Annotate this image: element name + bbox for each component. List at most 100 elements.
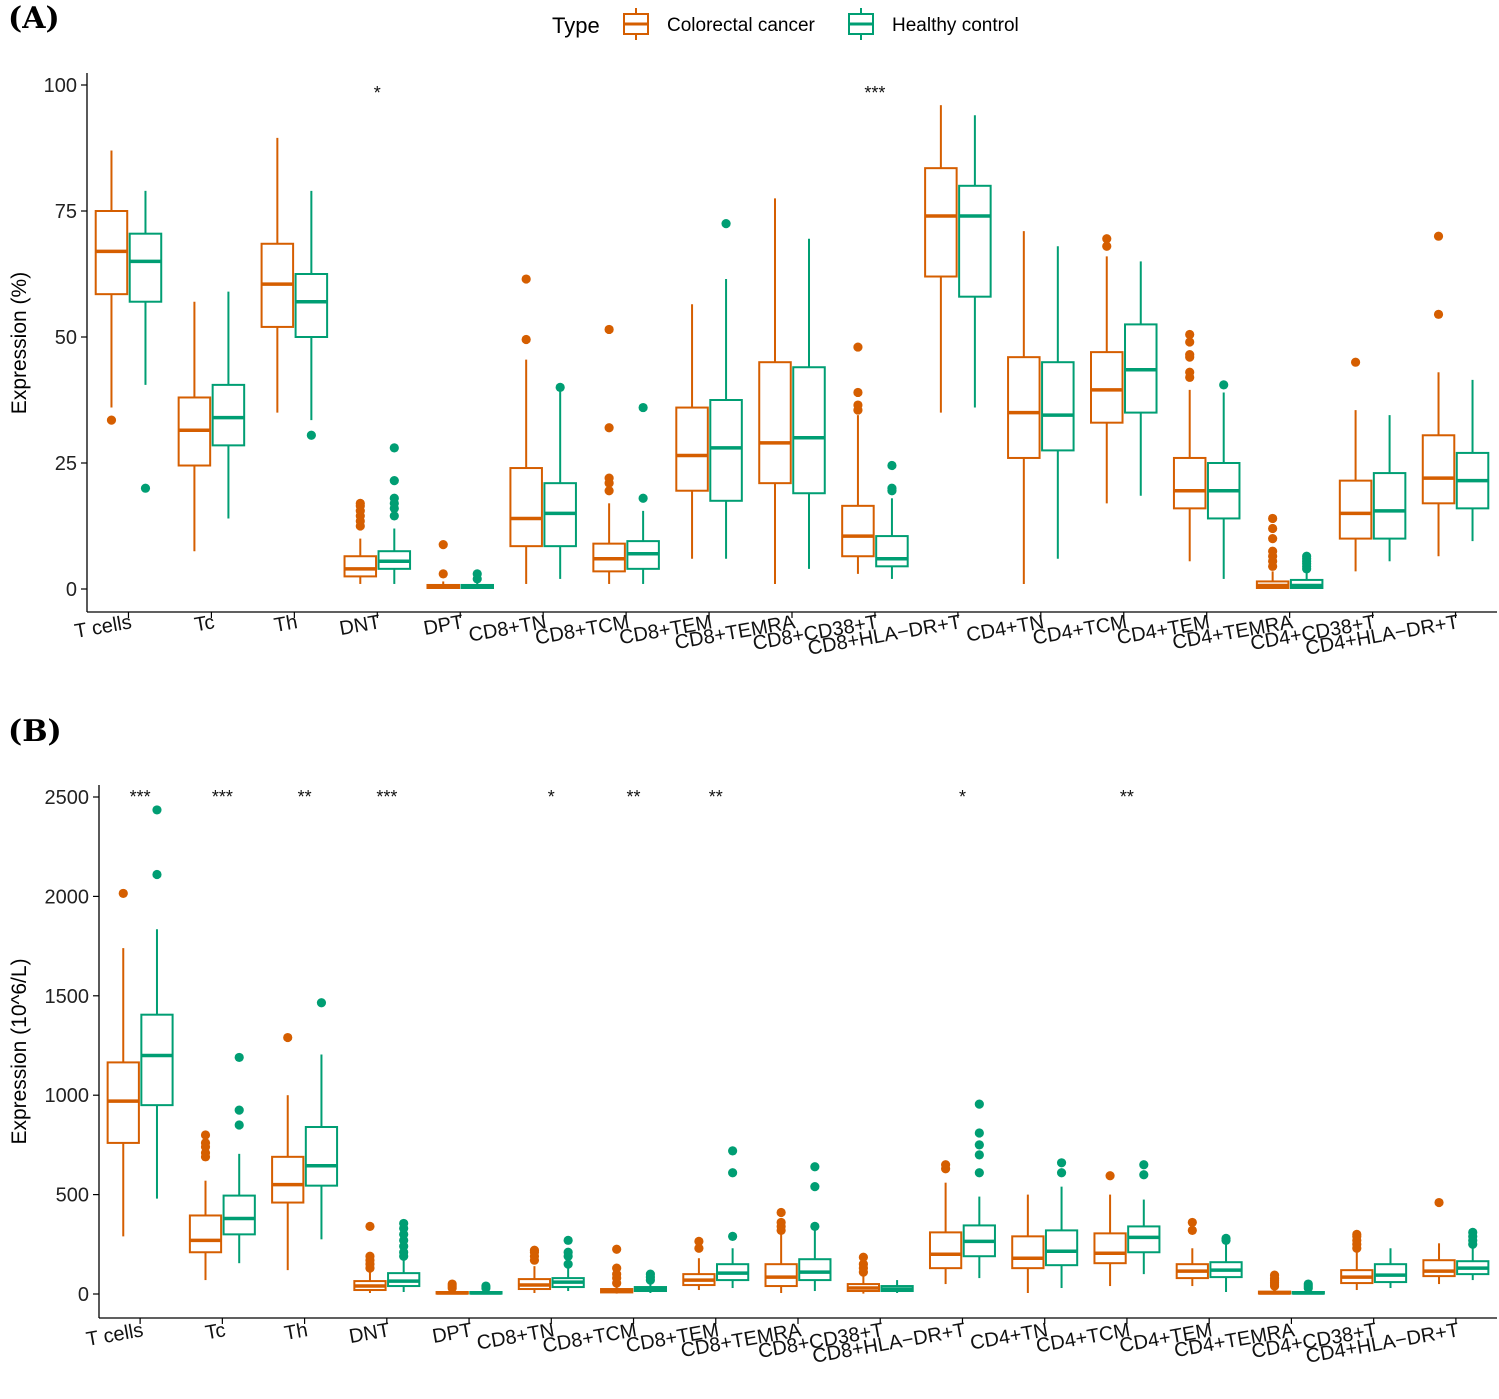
outlier-point bbox=[481, 1281, 491, 1291]
box-iqr bbox=[1007, 356, 1041, 459]
box-healthy-control-cd4-cd38-t bbox=[1372, 415, 1407, 562]
outlier-point bbox=[858, 1259, 868, 1269]
outlier-point bbox=[1433, 231, 1444, 241]
box-colorectal-cancer-t-cells bbox=[106, 888, 140, 1237]
outlier-point bbox=[316, 998, 327, 1008]
x-tick-label-dnt: DNT bbox=[347, 1319, 391, 1348]
significance-marker: ** bbox=[1120, 787, 1134, 807]
significance-marker: * bbox=[548, 787, 555, 807]
box-colorectal-cancer-cd8-hla-dr-t bbox=[924, 105, 958, 413]
box-colorectal-cancer-dnt bbox=[343, 498, 378, 584]
box-healthy-control-cd4-tem bbox=[1209, 1233, 1243, 1293]
outlier-point bbox=[563, 1235, 573, 1245]
panel-label-b: (B) bbox=[8, 714, 62, 749]
outlier-point bbox=[438, 540, 448, 550]
significance-marker: *** bbox=[376, 787, 397, 807]
outlier-point bbox=[438, 569, 448, 579]
outlier-point bbox=[721, 219, 731, 229]
outlier-point bbox=[974, 1168, 984, 1178]
outlier-point bbox=[638, 493, 648, 503]
outlier-point bbox=[1468, 1227, 1478, 1237]
box-colorectal-cancer-cd4-hla-dr-t bbox=[1422, 1197, 1456, 1285]
y-tick-label: 1000 bbox=[45, 1085, 90, 1107]
box-colorectal-cancer-dpt bbox=[435, 1279, 469, 1295]
y-tick-label: 0 bbox=[66, 579, 77, 601]
outlier-point bbox=[694, 1236, 704, 1246]
box-iqr bbox=[1373, 1263, 1408, 1284]
box-colorectal-cancer-th bbox=[271, 1032, 305, 1271]
box-healthy-control-dnt bbox=[377, 443, 412, 584]
outlier-point bbox=[776, 1207, 786, 1218]
significance-marker: * bbox=[374, 83, 381, 103]
outlier-point bbox=[694, 1243, 704, 1253]
box-healthy-control-tc bbox=[211, 291, 246, 519]
box-iqr bbox=[294, 273, 329, 338]
box-healthy-control-cd4-tcm bbox=[1124, 261, 1158, 496]
box-iqr bbox=[841, 504, 875, 558]
box-colorectal-cancer-cd4-tn bbox=[1007, 231, 1041, 584]
box-iqr bbox=[1372, 472, 1407, 540]
box-colorectal-cancer-cd4-tn bbox=[1011, 1194, 1045, 1294]
panel-label-a: (A) bbox=[8, 1, 60, 36]
outlier-point bbox=[728, 1231, 738, 1241]
box-healthy-control-cd4-temra bbox=[1291, 1279, 1325, 1295]
outlier-point bbox=[389, 511, 399, 521]
box-colorectal-cancer-tc bbox=[188, 1130, 223, 1281]
box-iqr bbox=[140, 1013, 174, 1107]
box-healthy-control-cd4-cd38-t bbox=[1373, 1248, 1408, 1289]
x-tick-label-cd4-tcm: CD4+TCM bbox=[1034, 1319, 1131, 1357]
box-iqr bbox=[875, 535, 909, 568]
outlier-point bbox=[1056, 1158, 1067, 1168]
box-iqr bbox=[304, 1126, 339, 1187]
outlier-point bbox=[1056, 1168, 1067, 1178]
box-iqr bbox=[509, 467, 543, 548]
box-healthy-control-cd8-cd38-t bbox=[880, 1280, 914, 1294]
outlier-point bbox=[612, 1263, 622, 1273]
box-iqr bbox=[1421, 434, 1456, 505]
legend-title: Type bbox=[552, 13, 600, 38]
box-iqr bbox=[128, 232, 163, 303]
outlier-point bbox=[118, 888, 128, 899]
outlier-point bbox=[389, 476, 399, 486]
outlier-point bbox=[521, 334, 531, 345]
outlier-point bbox=[604, 473, 614, 483]
box-healthy-control-dpt bbox=[460, 569, 494, 589]
outlier-point bbox=[234, 1105, 244, 1115]
box-iqr bbox=[1044, 1229, 1079, 1267]
box-iqr bbox=[1172, 456, 1207, 510]
box-healthy-control-cd4-hla-dr-t bbox=[1456, 1227, 1490, 1281]
box-healthy-control-cd4-tn bbox=[1041, 246, 1075, 559]
box-colorectal-cancer-cd8-temra bbox=[764, 1207, 798, 1294]
outlier-point bbox=[1350, 357, 1361, 367]
outlier-point bbox=[200, 1130, 211, 1140]
outlier-point bbox=[776, 1217, 786, 1228]
significance-marker: ** bbox=[627, 787, 641, 807]
box-colorectal-cancer-cd8-tcm bbox=[592, 324, 626, 584]
box-colorectal-cancer-cd8-tn bbox=[517, 1245, 552, 1294]
box-iqr bbox=[958, 184, 992, 298]
x-tick-label-dpt: DPT bbox=[431, 1319, 474, 1348]
box-colorectal-cancer-cd4-hla-dr-t bbox=[1421, 231, 1456, 557]
outlier-point bbox=[974, 1128, 984, 1138]
box-healthy-control-cd4-hla-dr-t bbox=[1455, 379, 1490, 542]
y-tick-label: 100 bbox=[44, 75, 77, 97]
outlier-point bbox=[365, 1221, 375, 1232]
legend-key-colorectal-cancer bbox=[623, 8, 649, 40]
x-tick-label-dpt: DPT bbox=[422, 611, 465, 640]
box-healthy-control-cd4-tn bbox=[1044, 1158, 1079, 1289]
y-tick-label: 2000 bbox=[45, 886, 90, 908]
box-iqr bbox=[1011, 1235, 1045, 1270]
box-iqr bbox=[709, 399, 743, 502]
outlier-point bbox=[1303, 1279, 1313, 1289]
box-healthy-control-cd8-temra bbox=[792, 238, 826, 569]
outlier-point bbox=[887, 483, 897, 493]
box-colorectal-cancer-cd4-tem bbox=[1175, 1217, 1209, 1287]
outlier-point bbox=[974, 1140, 984, 1150]
outlier-point bbox=[853, 342, 863, 352]
box-iqr bbox=[188, 1214, 223, 1254]
outlier-point bbox=[1185, 337, 1195, 347]
box-iqr bbox=[1093, 1232, 1127, 1265]
box-healthy-control-dnt bbox=[387, 1218, 421, 1293]
box-iqr bbox=[758, 361, 792, 485]
